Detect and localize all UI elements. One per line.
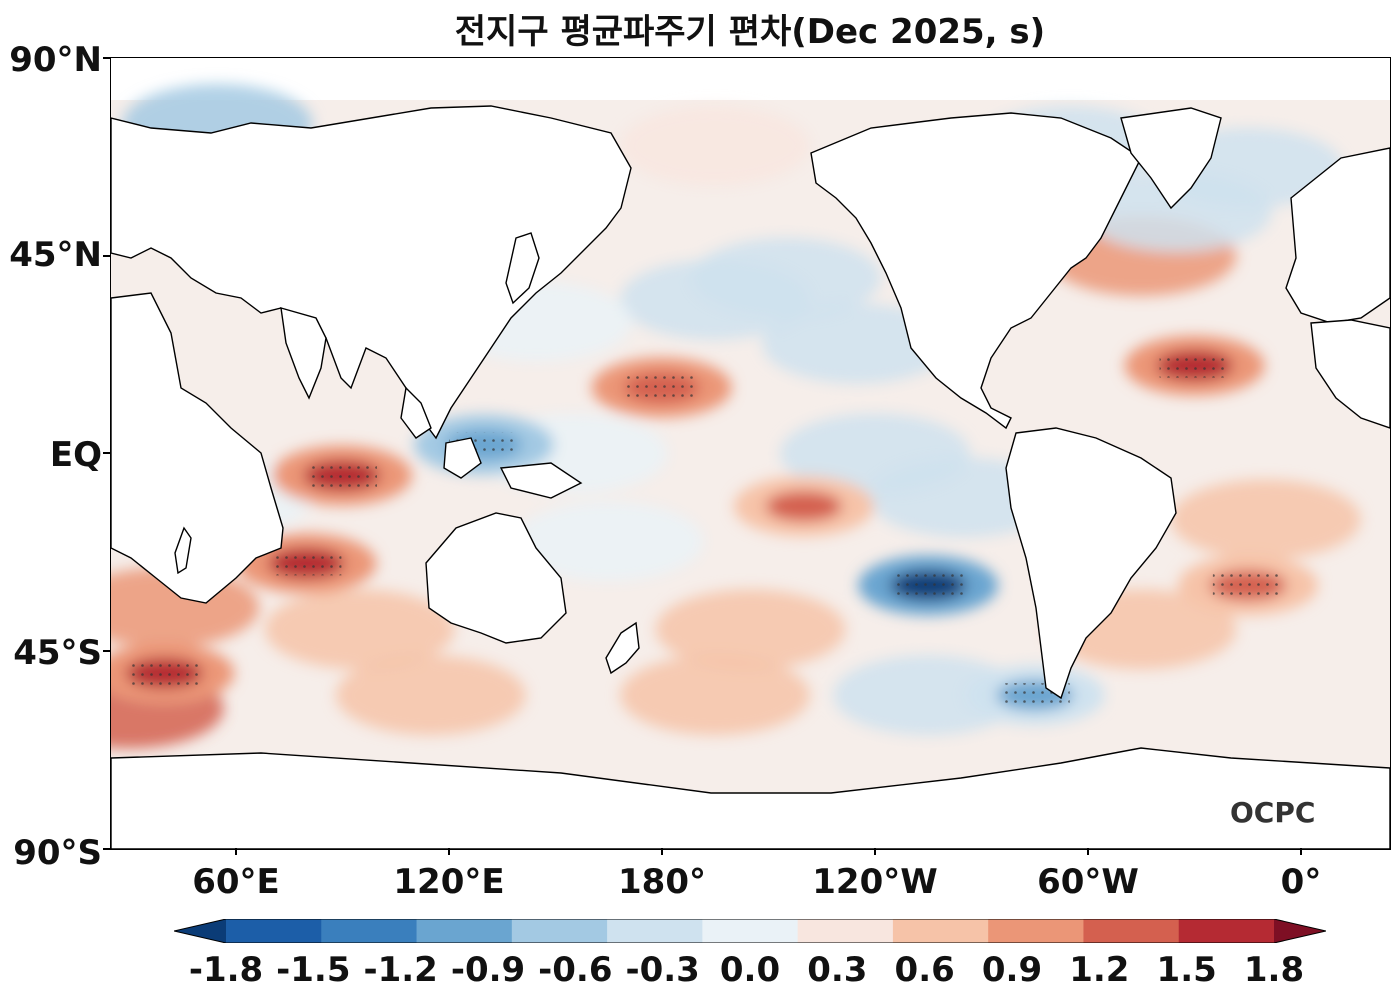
stipple-region (626, 375, 697, 400)
y-label-90n: 90°N (9, 40, 102, 80)
colorbar-label: 1.8 (1243, 950, 1305, 990)
colorbar-bin (797, 919, 894, 943)
tick-x-180 (661, 848, 663, 855)
antarctica (111, 747, 1390, 849)
anomaly-patch (1170, 479, 1361, 560)
y-label-eq: EQ (49, 435, 102, 475)
colorbar-bin (892, 919, 989, 943)
new-zealand (605, 621, 640, 675)
significance-stipples (129, 353, 1283, 708)
anomaly-patch (833, 655, 1024, 736)
anomaly-patch (264, 589, 455, 670)
new-guinea (499, 462, 583, 499)
india (280, 307, 327, 400)
anomaly-patch (335, 655, 526, 736)
colorbar-label: 0.6 (894, 950, 955, 990)
colorbar-label: 1.5 (1156, 950, 1217, 990)
colorbar-label: -0.9 (450, 950, 526, 990)
tick-x-0 (1300, 848, 1302, 855)
tick-y-45n (103, 255, 110, 257)
africa-east-part (1310, 319, 1390, 429)
colorbar-extend-low (174, 919, 226, 943)
north-america (810, 112, 1142, 430)
x-label-60e: 60°E (192, 862, 280, 902)
colorbar-label: -1.2 (363, 950, 438, 990)
colorbar-label: 0.3 (807, 950, 868, 990)
colorbar-bin (226, 919, 322, 943)
map-panel[interactable] (110, 57, 1391, 850)
colorbar-extend-high (1274, 919, 1326, 943)
anomaly-feature-core (765, 491, 842, 522)
tick-y-90n (103, 57, 110, 59)
colorbar-label: -0.3 (625, 950, 700, 990)
stipple-region (893, 573, 964, 598)
x-label-60w: 60°W (1037, 862, 1139, 902)
chart-title: 전지구 평균파주기 편차(Dec 2025, s) (454, 12, 1046, 52)
anomaly-patch (513, 501, 704, 582)
colorbar-bin (416, 919, 513, 943)
japan (505, 232, 540, 305)
y-label-45s: 45°S (13, 633, 102, 673)
colorbar-bin (988, 919, 1084, 943)
tick-x-60w (1087, 848, 1089, 855)
y-label-45n: 45°N (9, 235, 102, 275)
map-svg (111, 83, 1390, 849)
stipple-region (1212, 573, 1283, 598)
australia (425, 512, 567, 644)
colorbar-bin (607, 919, 703, 943)
colorbar-label: -1.5 (276, 950, 351, 990)
tick-x-60e (235, 848, 237, 855)
se-asia (400, 386, 432, 439)
anomaly-patch (691, 237, 882, 318)
colorbar-bin (1083, 919, 1180, 943)
africa (111, 292, 284, 604)
tick-x-120e (448, 848, 450, 855)
greenland (1120, 107, 1222, 210)
eurasia (111, 105, 632, 440)
stipple-region (306, 463, 377, 488)
tick-x-120w (874, 848, 876, 855)
tick-y-45s (103, 650, 110, 652)
y-label-90s: 90°S (13, 833, 102, 873)
stipple-region (1159, 353, 1230, 378)
borneo (443, 437, 482, 479)
colorbar (174, 919, 1326, 943)
tick-y-90s (103, 848, 110, 850)
colorbar-label: 0.0 (719, 950, 781, 990)
colorbar-bin (511, 919, 608, 943)
x-label-0: 0° (1280, 862, 1322, 902)
x-label-120w: 120°W (812, 862, 938, 902)
anomaly-patch (655, 589, 846, 670)
colorbar-bin (1178, 919, 1275, 943)
x-label-180: 180° (618, 862, 706, 902)
stipple-region (271, 551, 342, 576)
land-masses (111, 105, 1390, 849)
anomaly-patch (619, 105, 810, 186)
colorbar-label: -0.6 (538, 950, 613, 990)
colorbar-label: 0.9 (981, 950, 1043, 990)
anomaly-patch (619, 655, 810, 736)
ocpc-logo: OCPC (1230, 796, 1316, 829)
colorbar-bin (321, 919, 418, 943)
south-america (1005, 427, 1177, 700)
stipple-region (129, 661, 200, 686)
colorbar-bin (702, 919, 799, 943)
colorbar-label: -1.8 (188, 950, 264, 990)
madagascar (174, 526, 192, 575)
colorbar-label: 1.2 (1069, 950, 1130, 990)
x-label-120e: 120°E (393, 862, 505, 902)
tick-y-eq (103, 452, 110, 454)
